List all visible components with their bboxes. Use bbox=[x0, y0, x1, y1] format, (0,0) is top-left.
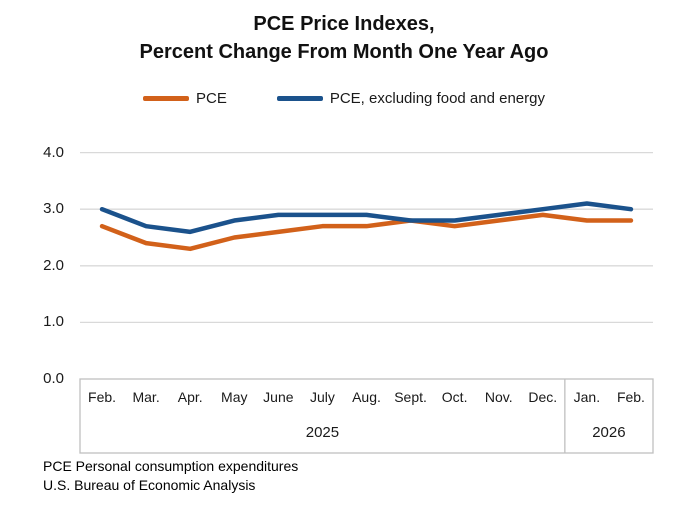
year-label-2025: 2025 bbox=[305, 424, 340, 441]
chart-title: PCE Price Indexes, Percent Change From M… bbox=[0, 10, 688, 66]
footnote-source: U.S. Bureau of Economic Analysis bbox=[43, 477, 256, 493]
chart-legend: PCE PCE, excluding food and energy bbox=[0, 90, 688, 107]
x-axis-month-label-8: Oct. bbox=[441, 389, 468, 405]
x-axis-month-label-3: May bbox=[221, 389, 248, 405]
y-axis-tick-4.0: 4.0 bbox=[43, 143, 64, 161]
x-axis-month-label-7: Sept. bbox=[394, 389, 427, 405]
y-axis-tick-2.0: 2.0 bbox=[43, 256, 64, 274]
x-axis-month-label-10: Dec. bbox=[528, 389, 558, 405]
legend-item-pce: PCE bbox=[143, 90, 227, 107]
x-axis-month-label-0: Feb. bbox=[88, 389, 117, 405]
y-axis-tick-0.0: 0.0 bbox=[43, 370, 64, 387]
x-axis-month-label-9: Nov. bbox=[484, 389, 513, 405]
y-axis-tick-3.0: 3.0 bbox=[43, 200, 64, 218]
x-axis-month-label-6: Aug. bbox=[352, 389, 381, 405]
legend-label-pce: PCE bbox=[196, 90, 227, 107]
pce-line-swatch-icon bbox=[143, 96, 189, 101]
x-axis-month-label-4: June bbox=[263, 389, 294, 405]
y-axis-tick-1.0: 1.0 bbox=[43, 313, 64, 331]
legend-label-core-pce: PCE, excluding food and energy bbox=[329, 90, 545, 107]
core-pce-data-line bbox=[99, 201, 634, 235]
x-axis-month-label-2: Apr. bbox=[177, 389, 203, 405]
chart-footnotes: PCE Personal consumption expenditures U.… bbox=[43, 457, 298, 495]
chart-title-line2: Percent Change From Month One Year Ago bbox=[139, 41, 549, 63]
x-axis-month-label-11: Jan. bbox=[573, 389, 601, 405]
chart-title-line1: PCE Price Indexes, bbox=[253, 13, 435, 35]
x-axis-month-label-12: Feb. bbox=[616, 389, 645, 405]
legend-item-core-pce: PCE, excluding food and energy bbox=[276, 90, 545, 107]
year-label-2026: 2026 bbox=[592, 424, 626, 441]
x-axis-month-label-5: July bbox=[309, 389, 335, 405]
footnote-pce-definition: PCE Personal consumption expenditures bbox=[43, 458, 299, 474]
x-axis-month-label-1: Mar. bbox=[132, 389, 160, 405]
pce-data-line bbox=[99, 212, 634, 252]
x-axis-box bbox=[79, 378, 654, 454]
core-pce-line-swatch-icon bbox=[276, 96, 323, 101]
